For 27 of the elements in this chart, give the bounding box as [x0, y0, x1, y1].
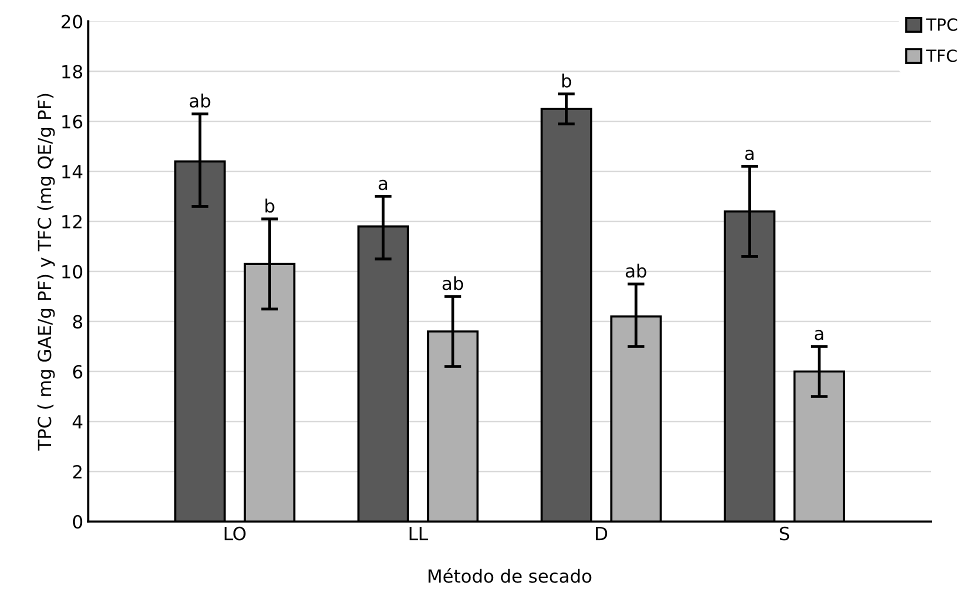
x-tick-label: LL	[410, 526, 428, 540]
data-label: ab	[442, 276, 464, 290]
data-label: b	[562, 74, 572, 88]
data-label: ab	[626, 264, 646, 278]
y-tick-label: 14	[62, 165, 82, 178]
y-tick-label: 8	[73, 314, 82, 329]
y-axis-title: TPC ( mg GAE/g PF) y TFC (mg QE/g PF)	[37, 94, 55, 451]
y-tick-label: 18	[62, 64, 82, 78]
y-tick-label: 6	[73, 364, 82, 379]
y-tick-label: 12	[62, 214, 82, 228]
x-tick-label: LO	[224, 526, 246, 540]
legend-label: TPC	[926, 18, 958, 31]
y-tick-label: 2	[73, 464, 82, 478]
y-tick-label: 0	[73, 515, 82, 529]
data-label: b	[265, 198, 274, 213]
x-axis-title: Método de secado	[428, 568, 592, 583]
x-tick-label: D	[596, 526, 608, 540]
y-tick-label: 16	[62, 114, 82, 129]
y-tick-label: 20	[62, 14, 82, 28]
data-label: ab	[190, 94, 210, 108]
x-tick-label: S	[780, 526, 790, 540]
data-label: a	[745, 150, 754, 160]
y-tick-label: 4	[72, 415, 82, 428]
y-tick-label: 10	[62, 264, 82, 279]
data-label: a	[378, 180, 388, 190]
legend-label: TFC	[926, 49, 957, 62]
data-label: a	[814, 330, 824, 340]
